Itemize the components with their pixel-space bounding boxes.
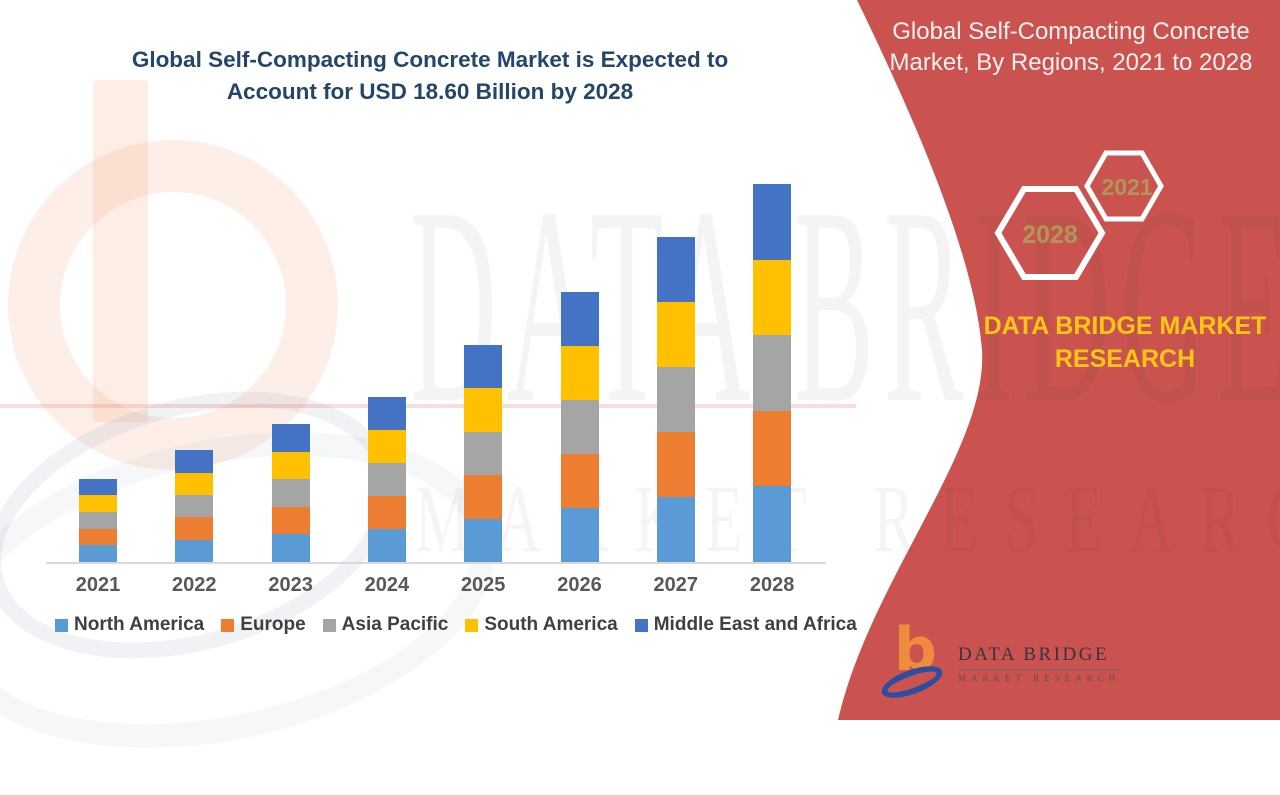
bar-segment [656,236,695,302]
side-panel-title: Global Self-Compacting Concrete Market, … [889,18,1253,77]
bar-segment [175,494,214,518]
legend-label: Asia Pacific [341,614,449,635]
bar-segment [560,453,599,508]
legend-swatch [465,618,479,632]
bar-segment [175,472,214,495]
bar-segment [367,496,406,530]
bar-segment [464,518,503,562]
bar-segment [753,184,792,260]
x-axis-label: 2025 [460,574,506,596]
logo-text-block: DATA BRIDGE MARKET RESEARCH [958,644,1121,683]
legend-label: Europe [240,614,306,635]
bar-segment [656,431,695,497]
databridge-logo: b DATA BRIDGE MARKET RESEARCH [877,620,1126,708]
chart-legend: North America Europe Asia Pacific South Ame… [55,614,857,636]
bar-segment [560,345,599,400]
x-axis-label: 2026 [557,574,602,596]
bar-segment [753,410,792,487]
legend-item: Asia Pacific [322,614,449,636]
x-axis-line [46,562,826,564]
bar-segment [464,388,503,432]
bar-segment [367,430,406,464]
bar-2028 [753,184,792,562]
stacked-bar-chart: 2021 2022 2023 2024 2025 2026 2027 2028 [46,170,826,596]
legend-swatch [221,618,235,632]
bar-2021 [79,478,117,562]
bar-segment [367,397,406,431]
bar-segment [367,529,406,562]
bar-segment [753,259,792,336]
bar-segment [175,539,214,562]
bar-segment [464,431,503,476]
bar-segment [175,517,214,540]
logo-name: DATA BRIDGE [958,644,1121,670]
bar-segment [175,450,214,473]
bar-2024 [367,397,406,562]
legend-label: South America [484,614,618,635]
bar-2023 [271,423,310,562]
hexagon-2021-label: 2021 [1101,174,1152,200]
legend-swatch [322,618,336,632]
bar-segment [79,512,117,529]
bar-segment [753,335,792,411]
chart-headline: Global Self-Compacting Concrete Market i… [131,47,729,104]
bar-2022 [175,450,214,562]
legend-item: Middle East and Africa [634,614,857,636]
bar-segment [464,344,503,389]
legend-swatch [55,618,68,632]
bar-segment [656,366,695,432]
legend-label: Middle East and Africa [653,614,857,635]
legend-item: North America [55,614,204,636]
bar-segment [79,495,117,513]
x-axis-label: 2028 [749,574,795,596]
logo-subtitle: MARKET RESEARCH [958,673,1121,683]
bar-segment [79,545,117,562]
bar-segment [656,496,695,562]
bar-2025 [464,344,503,562]
legend-swatch [634,618,648,632]
legend-item: Europe [221,614,306,636]
brand-name-text: DATA BRIDGE MARKET RESEARCH [983,312,1267,373]
bar-2026 [560,291,599,562]
bar-segment [560,399,599,454]
hexagon-2028-label: 2028 [1022,221,1078,249]
bar-segment [271,479,310,507]
bar-segment [560,507,599,562]
bar-segment [753,486,792,562]
x-axis-label: 2027 [653,574,699,596]
legend-item: South America [465,614,618,636]
year-hexagons: 2021 2028 [994,150,1164,280]
bar-segment [79,478,117,496]
bar-segment [367,463,406,497]
x-axis-label: 2024 [364,574,410,596]
bar-segment [464,475,503,519]
bar-2027 [656,236,695,562]
x-axis-label: 2021 [75,574,121,596]
bar-segment [271,506,310,535]
bar-segment [271,423,310,452]
legend-label: North America [74,614,205,635]
bar-segment [271,534,310,562]
bar-segment [560,291,599,346]
x-axis-label: 2022 [172,574,217,596]
bar-segment [656,301,695,367]
x-axis-label: 2023 [268,574,313,596]
bar-segment [79,528,117,546]
bar-segment [271,451,310,480]
